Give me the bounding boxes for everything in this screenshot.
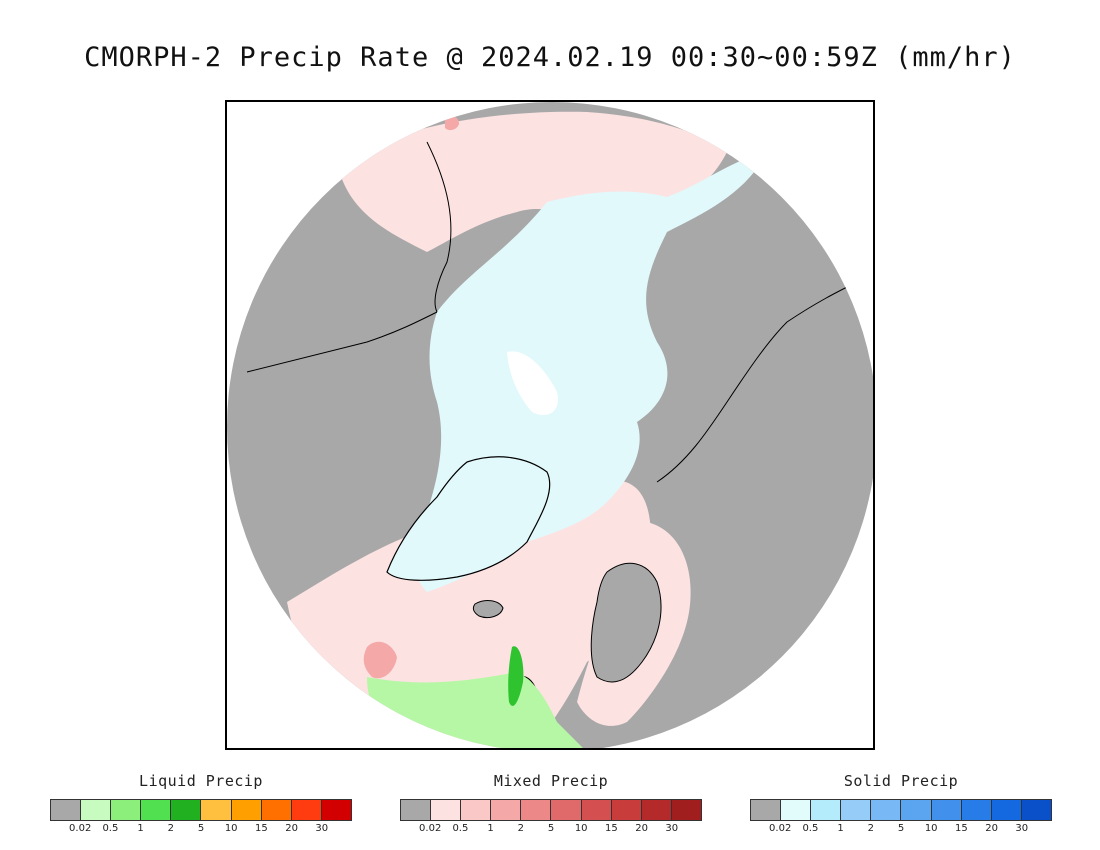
- legend-swatch: [581, 800, 612, 820]
- color-scale: [50, 799, 352, 821]
- legend-swatch: [871, 800, 902, 820]
- precip-map: [225, 100, 875, 750]
- legend-swatch: [111, 800, 142, 820]
- tick-labels: 0.02 0.5 1 2 5 10 15 20 30: [400, 823, 702, 837]
- legend-tick: 15: [255, 823, 268, 834]
- legend-tick: 20: [985, 823, 998, 834]
- legend-swatch: [961, 800, 992, 820]
- map-title: CMORPH-2 Precip Rate @ 2024.02.19 00:30~…: [84, 42, 1016, 73]
- legend-tick: 15: [955, 823, 968, 834]
- legend-tick: 2: [167, 823, 174, 834]
- legend-swatch: [321, 800, 351, 820]
- legend-tick: 30: [665, 823, 679, 834]
- legend-tick: 10: [574, 823, 588, 834]
- legend-tick: 15: [605, 823, 618, 834]
- legend-swatch: [231, 800, 262, 820]
- legend-tick: 1: [137, 823, 144, 834]
- legend-tick: 20: [635, 823, 648, 834]
- legend-tick: 2: [517, 823, 524, 834]
- legend-swatch: [291, 800, 322, 820]
- legend-title: Liquid Precip: [139, 772, 263, 790]
- solid-precip-white-core: [507, 351, 558, 416]
- legend-swatch: [81, 800, 112, 820]
- legend-swatch: [811, 800, 842, 820]
- legend-swatch: [261, 800, 292, 820]
- legend-swatch: [1021, 800, 1051, 820]
- scandinavia: [590, 562, 662, 683]
- legend-tick: 1: [487, 823, 494, 834]
- legend-mixed: Mixed Precip 0.02 0.5 1 2 5 10 15 20 30: [400, 772, 702, 837]
- legend-title: Mixed Precip: [493, 772, 609, 790]
- legend-swatch: [611, 800, 642, 820]
- polar-map-svg: [227, 102, 873, 748]
- mixed-precip-patch: [363, 641, 397, 679]
- legend-title: Solid Precip: [843, 772, 959, 790]
- legend-tick: 5: [197, 823, 205, 834]
- legend-swatch: [171, 800, 202, 820]
- legend-tick: 5: [547, 823, 555, 834]
- legend-swatch: [431, 800, 462, 820]
- legend-swatch: [461, 800, 492, 820]
- legend-tick: 0.5: [802, 823, 819, 834]
- legend-tick: 0.02: [69, 823, 92, 834]
- legend-solid: Solid Precip 0.02 0.5 1 2 5 10 15 20 30: [750, 772, 1052, 837]
- legend-swatch: [491, 800, 522, 820]
- legend-tick: 5: [897, 823, 905, 834]
- mixed-precip-patch-top: [445, 116, 459, 131]
- legend-liquid: Liquid Precip 0.02 0.5 1 2 5 10 15 20 30: [50, 772, 352, 837]
- greenland: [386, 456, 551, 581]
- legend-tick: 0.5: [452, 823, 469, 834]
- legend-swatch: [201, 800, 232, 820]
- legend-swatch: [931, 800, 962, 820]
- legend-swatch: [51, 800, 82, 820]
- tick-labels: 0.02 0.5 1 2 5 10 15 20 30: [750, 823, 1052, 837]
- legend-tick: 20: [285, 823, 298, 834]
- legend-swatch: [751, 800, 782, 820]
- legend-swatch: [551, 800, 582, 820]
- iceland: [472, 600, 504, 619]
- legend-swatch: [991, 800, 1022, 820]
- legend-tick: 30: [1015, 823, 1029, 834]
- legend-swatch: [781, 800, 812, 820]
- legend-tick: 0.02: [419, 823, 442, 834]
- legend-tick: 1: [837, 823, 844, 834]
- legend-swatch: [671, 800, 701, 820]
- color-scale: [400, 799, 702, 821]
- legend-swatch: [641, 800, 672, 820]
- legend-tick: 2: [867, 823, 874, 834]
- legend-swatch: [401, 800, 432, 820]
- legend-swatch: [901, 800, 932, 820]
- legend-tick: 30: [315, 823, 329, 834]
- legend-swatch: [141, 800, 172, 820]
- liquid-precip-strong: [508, 646, 524, 706]
- legend-tick: 10: [924, 823, 938, 834]
- legend-swatch: [841, 800, 872, 820]
- coastline-canada: [246, 311, 438, 373]
- tick-labels: 0.02 0.5 1 2 5 10 15 20 30: [50, 823, 352, 837]
- legend-tick: 10: [224, 823, 238, 834]
- legend-swatch: [521, 800, 552, 820]
- coastline-russia: [656, 281, 858, 483]
- color-scale: [750, 799, 1052, 821]
- coastline-alaska: [426, 141, 452, 313]
- legend-tick: 0.02: [769, 823, 792, 834]
- legend-tick: 0.5: [102, 823, 119, 834]
